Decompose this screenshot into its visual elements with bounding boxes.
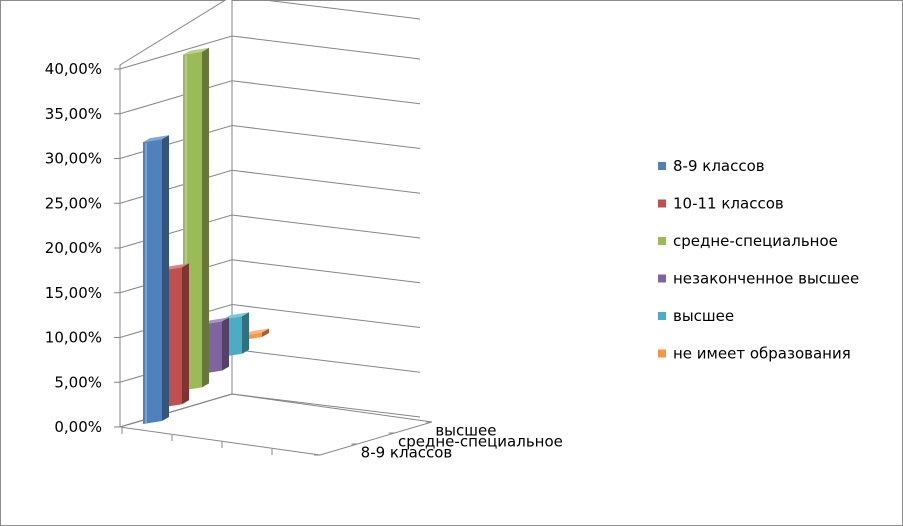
depth-label: высшее bbox=[435, 422, 496, 440]
y-tick-label: 30,00% bbox=[45, 150, 102, 168]
legend-swatch bbox=[658, 312, 666, 320]
legend-label: 10-11 классов bbox=[673, 195, 784, 213]
legend-label: незаконченное высшее bbox=[673, 270, 859, 288]
axes bbox=[114, 65, 433, 456]
y-tick-label: 15,00% bbox=[45, 284, 102, 302]
legend: 8-9 классов 10-11 классов средне-специальн… bbox=[658, 157, 859, 363]
y-tick-label: 5,00% bbox=[54, 373, 102, 391]
y-tick-labels: 0,00% 5,00% 10,00% 15,00% 20,00% 25,00% 30,00%… bbox=[45, 60, 102, 436]
y-tick-label: 10,00% bbox=[45, 329, 102, 347]
depth-axis bbox=[319, 421, 433, 456]
legend-label: высшее bbox=[673, 307, 734, 325]
bar bbox=[143, 135, 169, 424]
y-tick-label: 40,00% bbox=[45, 60, 102, 78]
gridline bbox=[119, 35, 421, 70]
bars bbox=[143, 47, 269, 424]
legend-swatch bbox=[658, 199, 666, 208]
x-axis bbox=[119, 426, 321, 456]
gridline bbox=[119, 80, 421, 115]
y-tick-label: 0,00% bbox=[54, 418, 102, 436]
y-tick-label: 20,00% bbox=[45, 239, 102, 257]
y-tick-label: 35,00% bbox=[45, 105, 102, 123]
y-tick-label: 25,00% bbox=[45, 194, 102, 212]
legend-swatch bbox=[658, 349, 666, 358]
depth-label: средне-специальное bbox=[398, 433, 563, 451]
legend-label: 8-9 классов bbox=[673, 157, 765, 175]
legend-swatch bbox=[658, 274, 666, 283]
legend-label: не имеет образования bbox=[673, 345, 851, 363]
legend-swatch bbox=[658, 162, 666, 170]
legend-swatch bbox=[658, 237, 666, 245]
gridline bbox=[260, 0, 421, 20]
depth-label: 8-9 классов bbox=[361, 444, 453, 462]
legend-label: средне-специальное bbox=[673, 232, 838, 250]
